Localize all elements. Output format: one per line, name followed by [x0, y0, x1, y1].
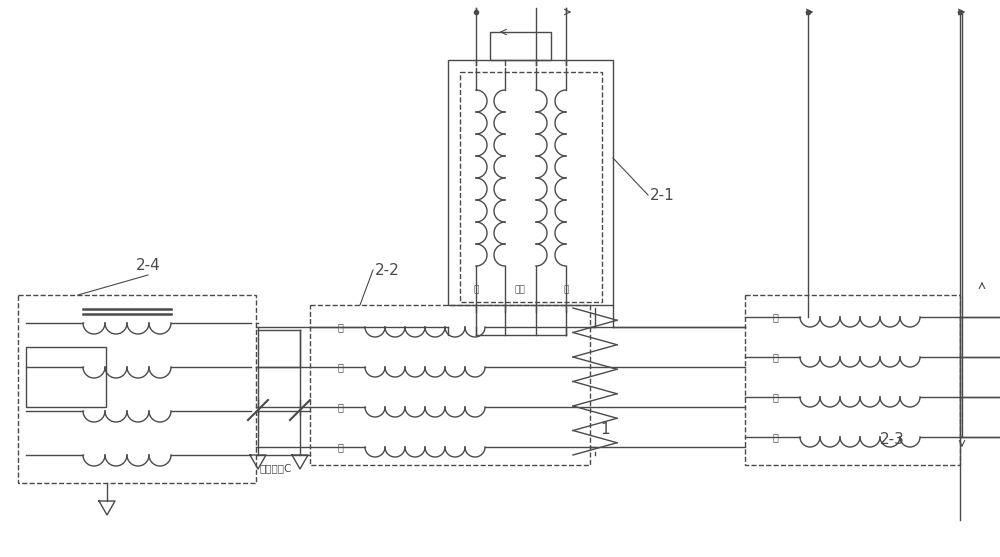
Bar — [448, 60, 613, 305]
Text: 皮: 皮 — [772, 392, 778, 402]
Text: 芯: 芯 — [772, 432, 778, 442]
Text: 2-1: 2-1 — [650, 188, 675, 203]
Text: 芯: 芯 — [337, 322, 343, 332]
Text: 皮: 皮 — [772, 312, 778, 322]
Text: 芯皮: 芯皮 — [515, 286, 525, 295]
Bar — [490, 32, 551, 60]
Text: 芯: 芯 — [337, 402, 343, 412]
Text: 调谐电容C: 调谐电容C — [260, 463, 292, 473]
Text: 2-2: 2-2 — [375, 262, 400, 277]
Text: 芯: 芯 — [772, 352, 778, 362]
Bar — [460, 72, 602, 302]
Bar — [18, 295, 256, 483]
Text: 皮: 皮 — [337, 362, 343, 372]
Text: 2-4: 2-4 — [136, 257, 160, 272]
Bar — [310, 305, 590, 465]
Text: 芯: 芯 — [563, 286, 569, 295]
Text: 2-3: 2-3 — [880, 432, 905, 447]
Text: 皮: 皮 — [473, 286, 479, 295]
Text: 皮: 皮 — [337, 442, 343, 452]
Bar — [745, 295, 960, 465]
Text: 1: 1 — [600, 423, 610, 437]
Bar — [26, 347, 106, 407]
